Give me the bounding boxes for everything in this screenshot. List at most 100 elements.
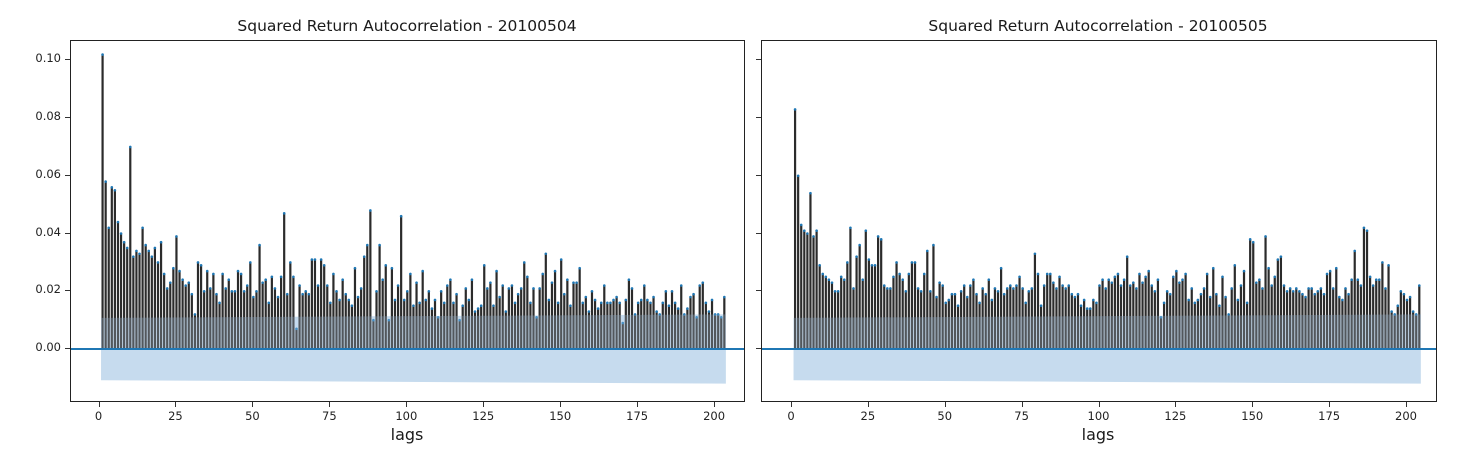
acf-marker [119, 232, 123, 235]
acf-marker [1119, 284, 1123, 287]
acf-marker [1015, 284, 1018, 287]
acf-marker [1359, 284, 1363, 287]
acf-marker [144, 243, 147, 247]
acf-marker [378, 243, 381, 247]
x-tick-label: 200 [703, 409, 726, 423]
acf-marker [221, 272, 224, 276]
acf-marker [1172, 275, 1175, 279]
acf-marker [150, 255, 154, 258]
acf-marker [1218, 304, 1221, 308]
acf-marker [993, 287, 997, 290]
acf-marker [547, 298, 551, 302]
acf-marker [289, 261, 292, 264]
x-tick [560, 402, 562, 407]
acf-marker [886, 287, 889, 290]
acf-marker [695, 315, 698, 319]
acf-marker [322, 264, 326, 267]
x-tick [1406, 402, 1407, 407]
acf-marker [464, 287, 468, 290]
acf-marker [276, 295, 280, 299]
acf-marker [584, 295, 588, 299]
acf-marker [636, 301, 640, 305]
acf-marker [489, 281, 492, 284]
acf-marker [990, 298, 994, 302]
x-tick-label: 75 [1014, 409, 1029, 423]
acf-marker [1298, 289, 1301, 293]
acf-marker [212, 272, 215, 276]
acf-marker [128, 145, 132, 149]
acf-marker [452, 301, 455, 305]
acf-marker [156, 261, 160, 264]
acf-marker [643, 284, 646, 287]
acf-marker [716, 313, 720, 316]
acf-marker [827, 278, 831, 282]
acf-marker [205, 269, 209, 273]
y-tick [65, 117, 70, 119]
acf-marker [104, 180, 107, 183]
acf-marker [1205, 272, 1209, 276]
acf-marker [1396, 304, 1400, 308]
acf-marker [218, 301, 221, 305]
x-tick-label: 50 [245, 409, 260, 423]
acf-marker [1098, 284, 1101, 287]
acf-marker [839, 275, 843, 279]
x-tick-label: 175 [1318, 409, 1341, 423]
acf-marker [141, 226, 144, 230]
acf-marker [1393, 313, 1396, 316]
x-tick-label: 75 [322, 409, 337, 423]
acf-marker [1322, 292, 1326, 296]
acf-marker [399, 214, 403, 218]
acf-marker [1313, 292, 1317, 296]
acf-marker [842, 278, 846, 282]
acf-marker [1331, 287, 1335, 290]
acf-marker [116, 220, 120, 224]
y-tick [756, 290, 761, 292]
acf-marker [1334, 266, 1338, 270]
acf-marker [981, 287, 984, 290]
plot-area [761, 40, 1437, 402]
acf-marker [1325, 272, 1329, 276]
acf-marker [910, 261, 914, 264]
acf-marker [882, 284, 886, 287]
acf-marker [538, 287, 541, 290]
acf-marker [1064, 287, 1067, 290]
acf-marker [1061, 284, 1064, 287]
acf-marker [1159, 315, 1163, 319]
x-tick-label: 200 [1395, 409, 1417, 423]
acf-marker [1042, 284, 1046, 287]
acf-marker [1116, 272, 1120, 276]
acf-marker [273, 287, 277, 290]
acf-marker [1310, 287, 1313, 290]
acf-marker [1073, 295, 1077, 299]
acf-marker [1184, 272, 1187, 276]
acf-marker [365, 243, 369, 247]
acf-marker [1045, 272, 1049, 276]
acf-marker [421, 269, 424, 273]
acf-marker [987, 278, 991, 282]
acf-marker [639, 298, 643, 302]
acf-marker [1162, 301, 1166, 305]
y-tick-label: 0.10 [35, 51, 61, 66]
acf-marker [621, 321, 625, 325]
x-tick [252, 402, 254, 407]
acf-marker [433, 298, 437, 302]
acf-marker [418, 301, 421, 305]
acf-marker [1088, 307, 1092, 310]
acf-marker [965, 295, 969, 299]
acf-marker [901, 278, 904, 282]
acf-marker [609, 301, 612, 305]
acf-marker [569, 304, 572, 308]
acf-marker [1027, 289, 1031, 293]
acf-marker [1328, 269, 1332, 273]
acf-marker [649, 301, 652, 305]
acf-marker [876, 235, 880, 238]
acf-marker [125, 246, 129, 250]
acf-marker [1264, 235, 1267, 238]
acf-marker [1092, 298, 1095, 302]
acf-marker [255, 289, 258, 293]
acf-marker [107, 226, 111, 230]
acf-marker [1411, 310, 1415, 313]
acf-marker [799, 223, 803, 227]
acf-marker [1055, 287, 1058, 290]
acf-marker [606, 301, 609, 305]
